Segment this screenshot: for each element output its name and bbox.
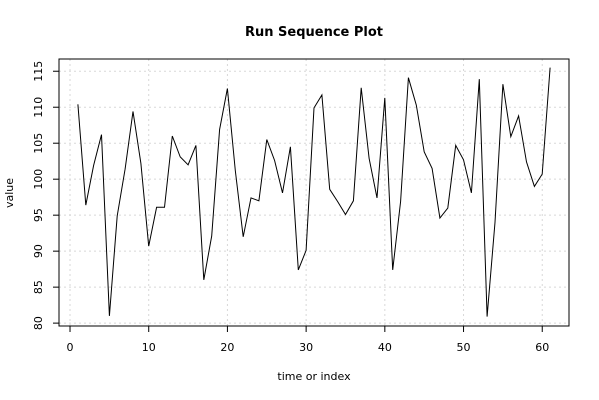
plot-frame bbox=[58, 58, 570, 327]
x-tick-label-5: 50 bbox=[457, 341, 471, 354]
x-tick-label-1: 10 bbox=[142, 341, 156, 354]
y-tick-label-4: 100 bbox=[32, 169, 45, 190]
x-tick-label-6: 60 bbox=[535, 341, 549, 354]
y-tick-label-6: 110 bbox=[32, 97, 45, 118]
y-axis-label: value bbox=[3, 178, 16, 208]
y-axis: 80 85 90 95 100 105 110 115 bbox=[32, 61, 59, 330]
y-tick-label-5: 105 bbox=[32, 133, 45, 154]
x-axis: 0 10 20 30 40 50 60 bbox=[67, 326, 549, 354]
y-tick-label-0: 80 bbox=[32, 316, 45, 330]
grid-lines bbox=[59, 59, 569, 326]
y-tick-label-7: 115 bbox=[32, 61, 45, 82]
x-tick-label-2: 20 bbox=[220, 341, 234, 354]
y-tick-label-2: 90 bbox=[32, 244, 45, 258]
x-axis-label: time or index bbox=[277, 370, 351, 383]
x-tick-label-0: 0 bbox=[67, 341, 74, 354]
y-tick-label-1: 85 bbox=[32, 280, 45, 294]
x-tick-label-4: 40 bbox=[378, 341, 392, 354]
x-tick-label-3: 30 bbox=[299, 341, 313, 354]
series-layer bbox=[77, 67, 551, 317]
series-line-0 bbox=[77, 67, 551, 317]
chart-title: Run Sequence Plot bbox=[245, 25, 383, 40]
y-tick-label-3: 95 bbox=[32, 208, 45, 222]
